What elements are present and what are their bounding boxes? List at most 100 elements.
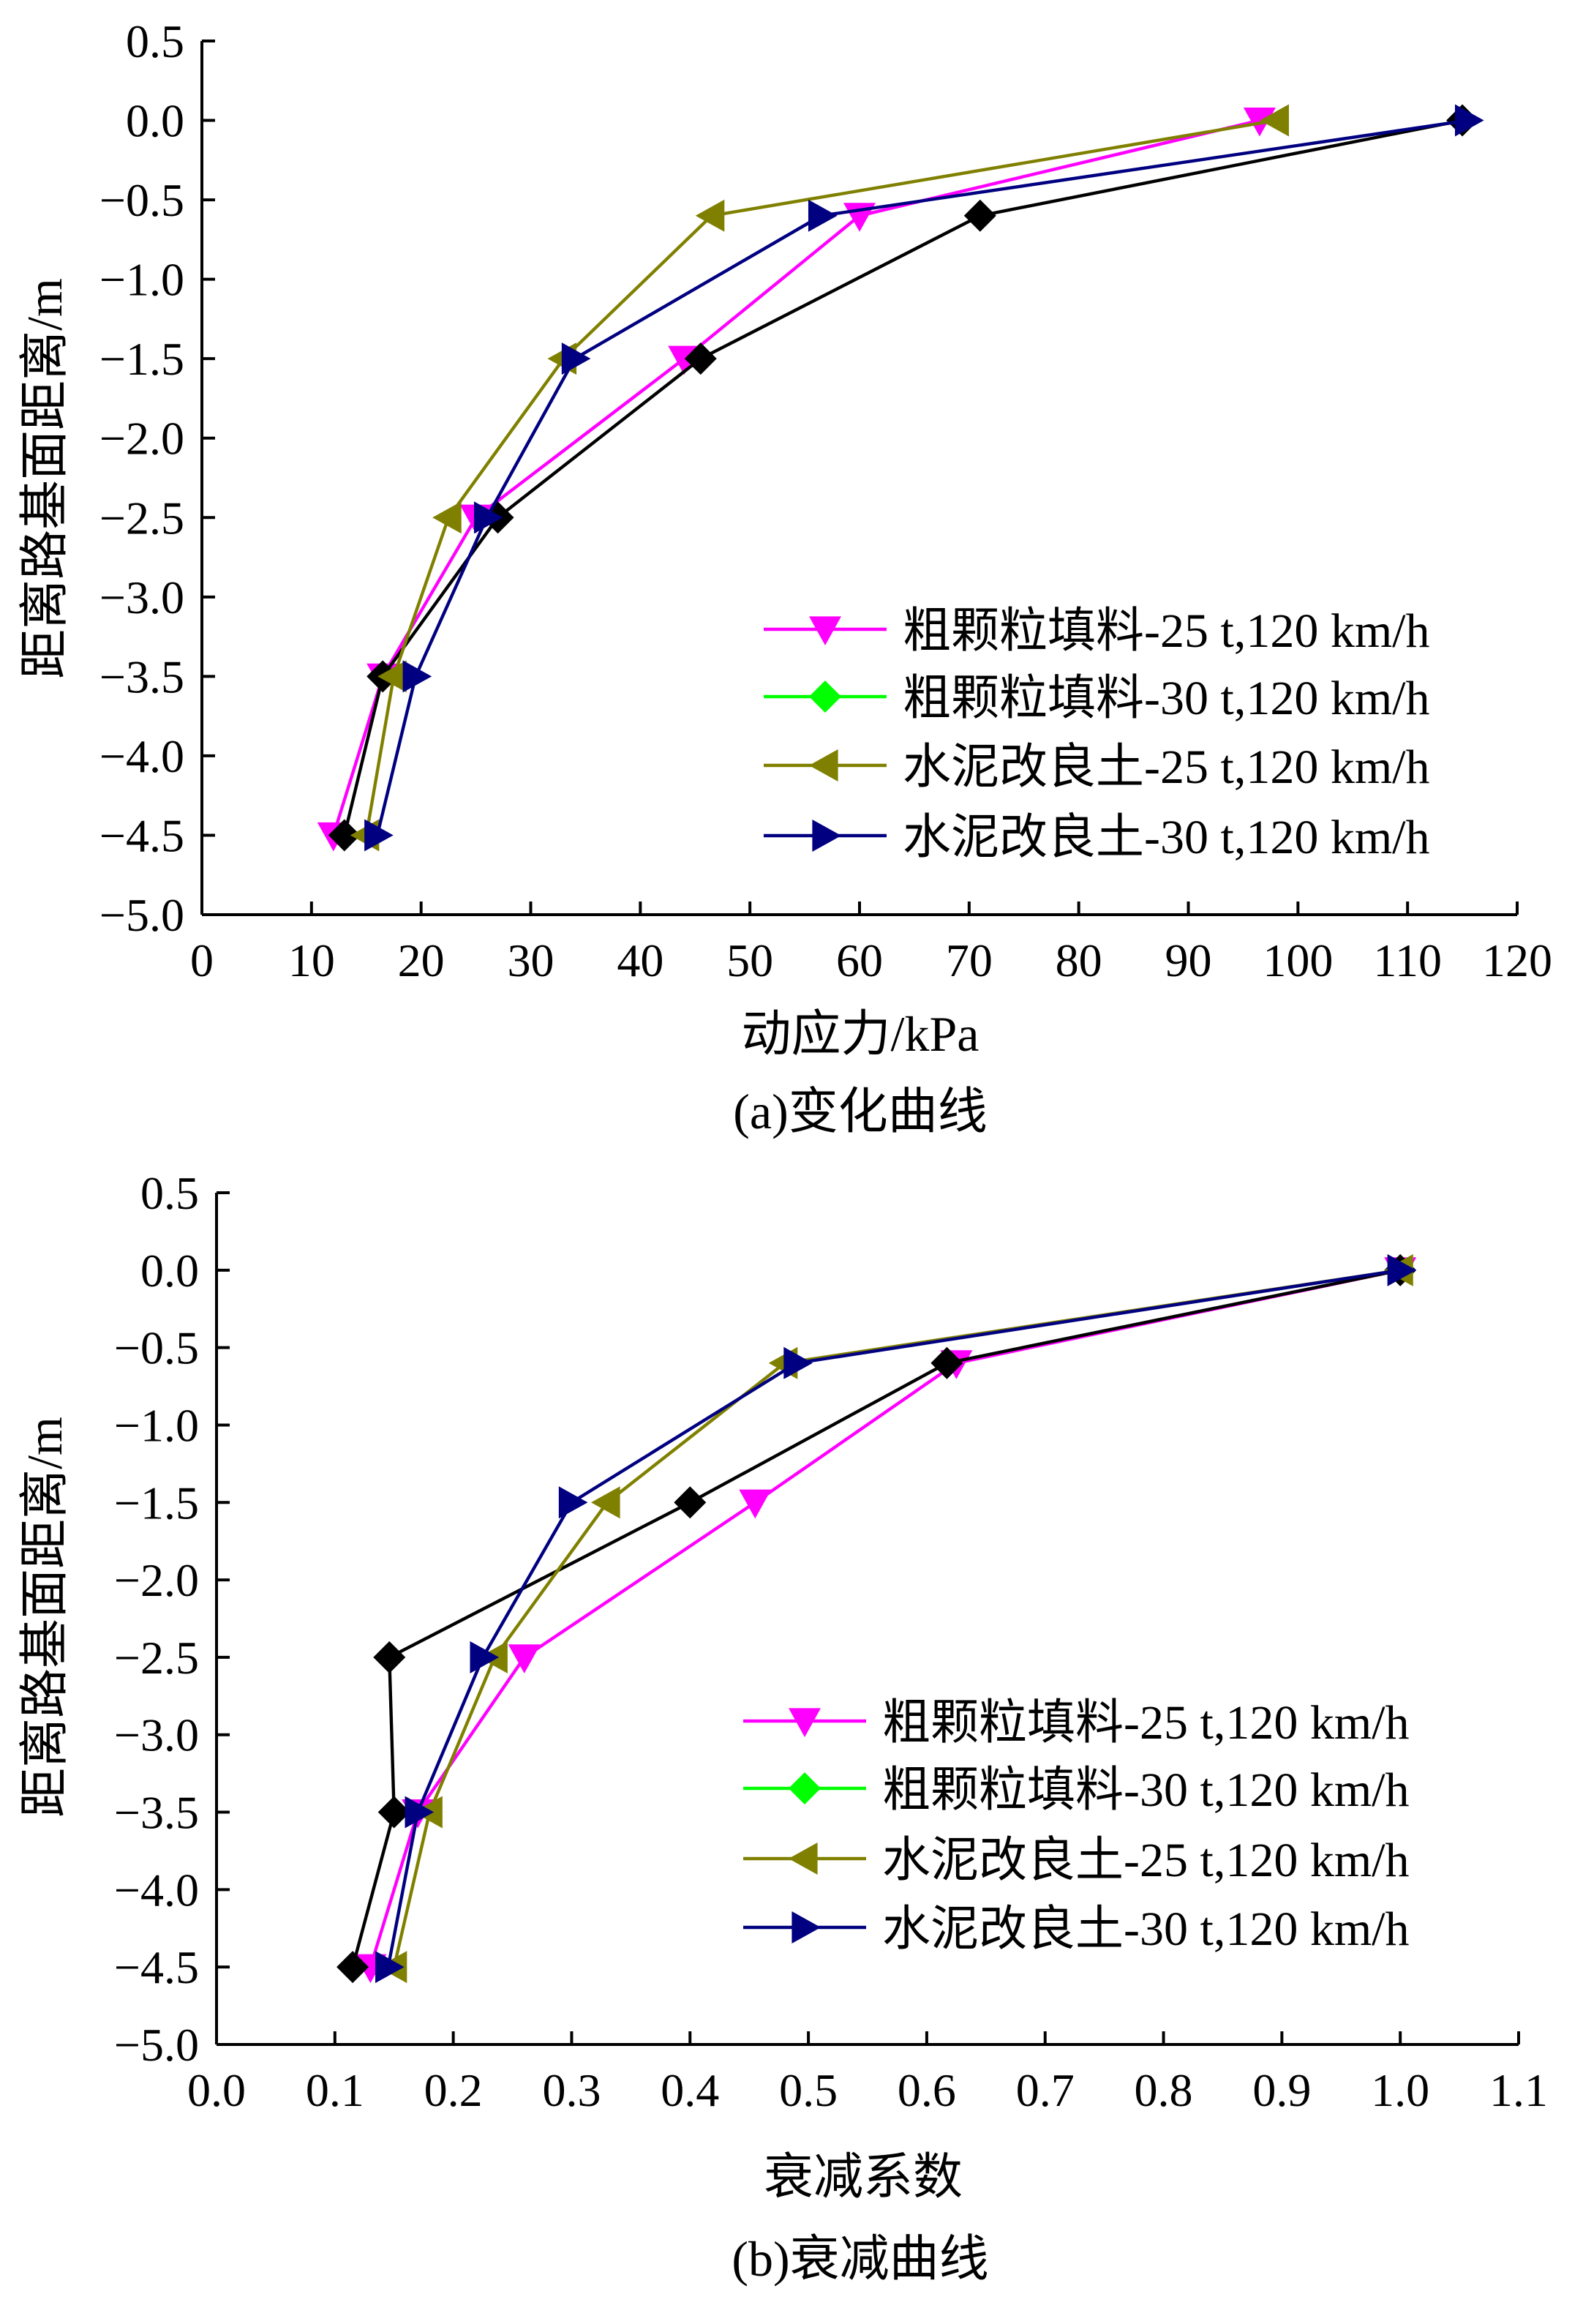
chart-b-xlabel: 衰减系数 — [764, 2149, 963, 2205]
chart-b-ylabel: 距离路基面距离/m — [17, 1417, 72, 1818]
legend-item: 水泥改良土-30 t,120 km/h — [743, 1903, 1410, 1956]
data-point — [695, 199, 725, 232]
y-tick-label: −0.5 — [114, 1322, 199, 1374]
y-tick-label: −2.5 — [114, 1632, 199, 1684]
x-tick-label: 0.5 — [779, 2064, 838, 2116]
y-tick-label: −2.0 — [99, 413, 184, 465]
data-point — [470, 1641, 500, 1673]
chart-a-xlabel: 动应力/kPa — [742, 1006, 979, 1062]
legend-marker — [789, 1772, 821, 1804]
x-tick-label: 120 — [1482, 934, 1552, 986]
y-tick-label: −3.0 — [99, 571, 184, 623]
data-point — [405, 1796, 435, 1829]
x-tick-label: 0.8 — [1135, 2064, 1193, 2116]
y-tick-label: −3.0 — [114, 1709, 199, 1761]
series-line — [386, 1268, 1401, 1968]
data-point — [375, 1951, 405, 1984]
x-tick-label: 20 — [398, 934, 445, 986]
data-point — [1454, 104, 1484, 137]
x-tick-label: 0.1 — [306, 2064, 364, 2116]
x-tick-label: 30 — [508, 934, 554, 986]
x-tick-label: 0.6 — [898, 2064, 956, 2116]
data-point — [402, 660, 432, 693]
legend-item: 粗颗粒填料-25 t,120 km/h — [764, 604, 1430, 658]
data-point — [336, 1951, 369, 1984]
x-tick-label: 40 — [617, 934, 663, 986]
legend-label: 粗颗粒填料-25 t,120 km/h — [882, 1696, 1410, 1750]
data-point — [508, 1644, 541, 1673]
data-point — [561, 342, 591, 375]
x-tick-label: 0.2 — [424, 2064, 483, 2116]
y-tick-label: 0.5 — [126, 15, 184, 67]
data-point — [328, 819, 361, 852]
y-tick-label: −1.5 — [114, 1477, 199, 1529]
chart-a-caption: (a)变化曲线 — [733, 1084, 987, 1139]
data-point — [963, 199, 996, 232]
data-point — [808, 199, 838, 232]
x-tick-label: 60 — [836, 934, 883, 986]
y-tick-label: −2.0 — [114, 1554, 199, 1606]
data-point — [432, 501, 462, 534]
series-line — [375, 119, 1468, 836]
y-tick-label: 0.0 — [140, 1245, 199, 1297]
series-4 — [364, 104, 1484, 852]
legend-label: 水泥改良土-25 t,120 km/h — [882, 1834, 1410, 1887]
legend-marker — [809, 681, 841, 713]
data-point — [364, 819, 394, 852]
series-line — [342, 119, 1463, 836]
data-point — [930, 1346, 963, 1379]
legend-item: 水泥改良土-25 t,120 km/h — [743, 1834, 1410, 1887]
x-tick-label: 0.3 — [542, 2064, 601, 2116]
series-line — [331, 119, 1260, 836]
x-tick-label: 1.1 — [1489, 2064, 1548, 2116]
y-tick-label: −1.5 — [99, 333, 184, 385]
x-tick-label: 110 — [1373, 934, 1442, 986]
y-tick-label: −0.5 — [99, 174, 184, 226]
chart-a-ylabel: 距离路基面距离/m — [17, 278, 72, 679]
x-tick-label: 0.7 — [1016, 2064, 1075, 2116]
legend-label: 粗颗粒填料-30 t,120 km/h — [882, 1763, 1410, 1817]
series-2 — [328, 104, 1479, 852]
legend-marker — [809, 749, 838, 781]
legend-label: 水泥改良土-25 t,120 km/h — [903, 741, 1430, 794]
legend-label: 粗颗粒填料-30 t,120 km/h — [903, 672, 1430, 725]
data-point — [377, 1796, 410, 1829]
data-point — [473, 501, 503, 534]
x-tick-label: 0.9 — [1252, 2064, 1311, 2116]
legend-item: 粗颗粒填料-30 t,120 km/h — [743, 1763, 1410, 1817]
legend-label: 水泥改良土-30 t,120 km/h — [903, 811, 1430, 864]
data-point — [1260, 104, 1289, 137]
legend-item: 水泥改良土-25 t,120 km/h — [764, 741, 1430, 794]
legend-marker — [792, 1911, 821, 1943]
x-tick-label: 100 — [1263, 934, 1333, 986]
chart-b-caption: (b)衰减曲线 — [732, 2231, 988, 2287]
data-point — [373, 1641, 406, 1673]
x-tick-label: 0.0 — [187, 2064, 246, 2116]
y-tick-label: 0.0 — [126, 95, 184, 147]
data-point — [684, 342, 717, 375]
data-point — [377, 660, 407, 693]
series-4 — [375, 1253, 1417, 1984]
x-tick-label: 90 — [1165, 934, 1212, 986]
y-tick-label: −1.0 — [114, 1399, 199, 1451]
y-tick-label: −1.0 — [99, 254, 184, 306]
x-tick-label: 1.0 — [1371, 2064, 1429, 2116]
legend-marker — [789, 1708, 821, 1737]
data-point — [1387, 1253, 1417, 1286]
legend-item: 水泥改良土-30 t,120 km/h — [764, 811, 1430, 864]
x-tick-label: 0 — [190, 934, 214, 986]
series-line — [364, 119, 1276, 836]
legend-label: 粗颗粒填料-25 t,120 km/h — [903, 604, 1430, 658]
y-tick-label: −3.5 — [114, 1787, 199, 1839]
y-tick-label: 0.5 — [140, 1167, 199, 1219]
legend-marker — [812, 820, 841, 852]
legend-label: 水泥改良土-30 t,120 km/h — [882, 1903, 1410, 1956]
series-line — [350, 1268, 1401, 1968]
x-tick-label: 10 — [288, 934, 335, 986]
y-tick-label: −2.5 — [99, 492, 184, 544]
legend-marker — [809, 616, 841, 645]
data-point — [674, 1486, 707, 1519]
x-tick-label: 80 — [1056, 934, 1102, 986]
